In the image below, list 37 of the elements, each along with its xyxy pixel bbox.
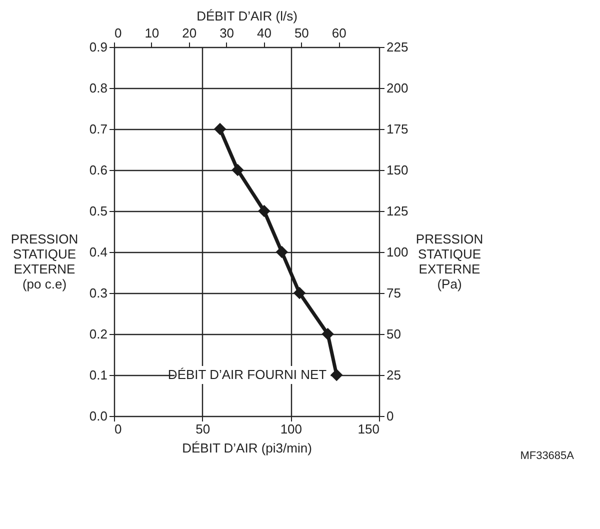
y-tick-label: 0.9 — [89, 40, 108, 54]
y2-tick-label: 50 — [386, 326, 401, 342]
y-tick-label: 0.7 — [89, 122, 108, 136]
y-axis-title: PRESSION STATIQUE EXTERNE (po c.e) — [10, 231, 78, 292]
x-axis-title: DÉBIT D’AIR (pi3/min) — [182, 440, 312, 456]
y2-axis-title: PRESSION STATIQUE EXTERNE (Pa) — [416, 231, 484, 292]
x2-tick-label: 50 — [294, 26, 309, 40]
y-tick-label: 0.6 — [89, 162, 108, 178]
y2-tick-label: 175 — [386, 122, 408, 136]
x2-axis-title: DÉBIT D’AIR (l/s) — [196, 8, 298, 24]
y-tick-label: 0.5 — [89, 204, 108, 218]
y2-tick-label: 200 — [386, 80, 408, 96]
x2-tick-label: 40 — [257, 26, 272, 40]
y2-tick-label: 100 — [386, 244, 408, 260]
y-tick-label: 0.1 — [89, 368, 108, 382]
y2-tick-label: 25 — [386, 368, 401, 382]
y2-tick-label: 125 — [386, 204, 408, 218]
y-tick-label: 0.8 — [89, 80, 108, 96]
x-tick-label: 0 — [114, 422, 122, 436]
x-tick-label: 100 — [280, 422, 302, 436]
x2-tick-label: 20 — [182, 26, 197, 40]
text: MF33685A — [520, 450, 575, 462]
y2-tick-label: 75 — [386, 286, 401, 300]
x-tick-label: 50 — [196, 422, 210, 436]
x-tick-label: 150 — [358, 422, 380, 436]
x2-tick-label: 0 — [114, 26, 122, 40]
x2-tick-label: 60 — [332, 26, 346, 40]
y-tick-label: 0.2 — [89, 326, 108, 342]
y-tick-label: 0.0 — [89, 408, 108, 424]
y-tick-label: 0.3 — [89, 286, 108, 300]
x2-tick-label: 10 — [144, 26, 160, 40]
y-tick-label: 0.4 — [89, 244, 108, 260]
x2-tick-label: 30 — [220, 26, 234, 40]
y2-tick-label: 225 — [386, 40, 408, 54]
y2-tick-label: 150 — [386, 162, 408, 178]
annotation: DÉBIT D’AIR FOURNI NET — [168, 367, 327, 382]
y2-tick-label: 0 — [386, 408, 394, 424]
